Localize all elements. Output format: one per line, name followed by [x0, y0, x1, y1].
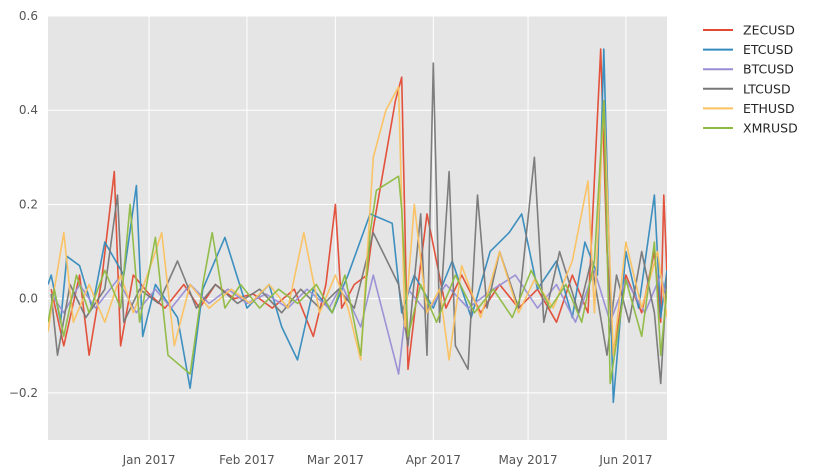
y-tick-label: 0.6	[19, 9, 38, 23]
series-line-ltcusd	[50, 62, 667, 385]
x-tick-label: May 2017	[498, 453, 557, 467]
x-tick-label: Apr 2017	[406, 453, 461, 467]
series-lines	[48, 48, 667, 404]
plot-background	[48, 16, 667, 440]
y-tick-label: −0.2	[9, 386, 38, 400]
x-tick-label: Jun 2017	[598, 453, 652, 467]
y-tick-label: 0.4	[19, 103, 38, 117]
legend-label: XMRUSD	[743, 121, 798, 136]
legend-label: ZECUSD	[743, 23, 795, 38]
series-line-ethusd	[48, 85, 667, 361]
legend-label: ETCUSD	[743, 42, 793, 57]
y-tick-label: 0.0	[19, 292, 38, 306]
legend: ZECUSD ETCUSD BTCUSD LTCUSD ETHUSD XMRUSD	[703, 23, 798, 136]
legend-label: BTCUSD	[743, 62, 794, 77]
series-line-xmrusd	[48, 100, 667, 385]
series-line-etcusd	[48, 48, 667, 404]
legend-label: ETHUSD	[743, 101, 795, 116]
y-tick-label: 0.2	[19, 197, 38, 211]
x-tick-label: Feb 2017	[219, 453, 275, 467]
legend-label: LTCUSD	[743, 81, 791, 96]
y-axis-ticks: −0.2 0.0 0.2 0.4 0.6	[9, 9, 38, 400]
x-tick-label: Jan 2017	[122, 453, 176, 467]
x-axis-ticks: Jan 2017 Feb 2017 Mar 2017 Apr 2017 May 2017…	[122, 453, 653, 467]
x-tick-label: Mar 2017	[307, 453, 364, 467]
